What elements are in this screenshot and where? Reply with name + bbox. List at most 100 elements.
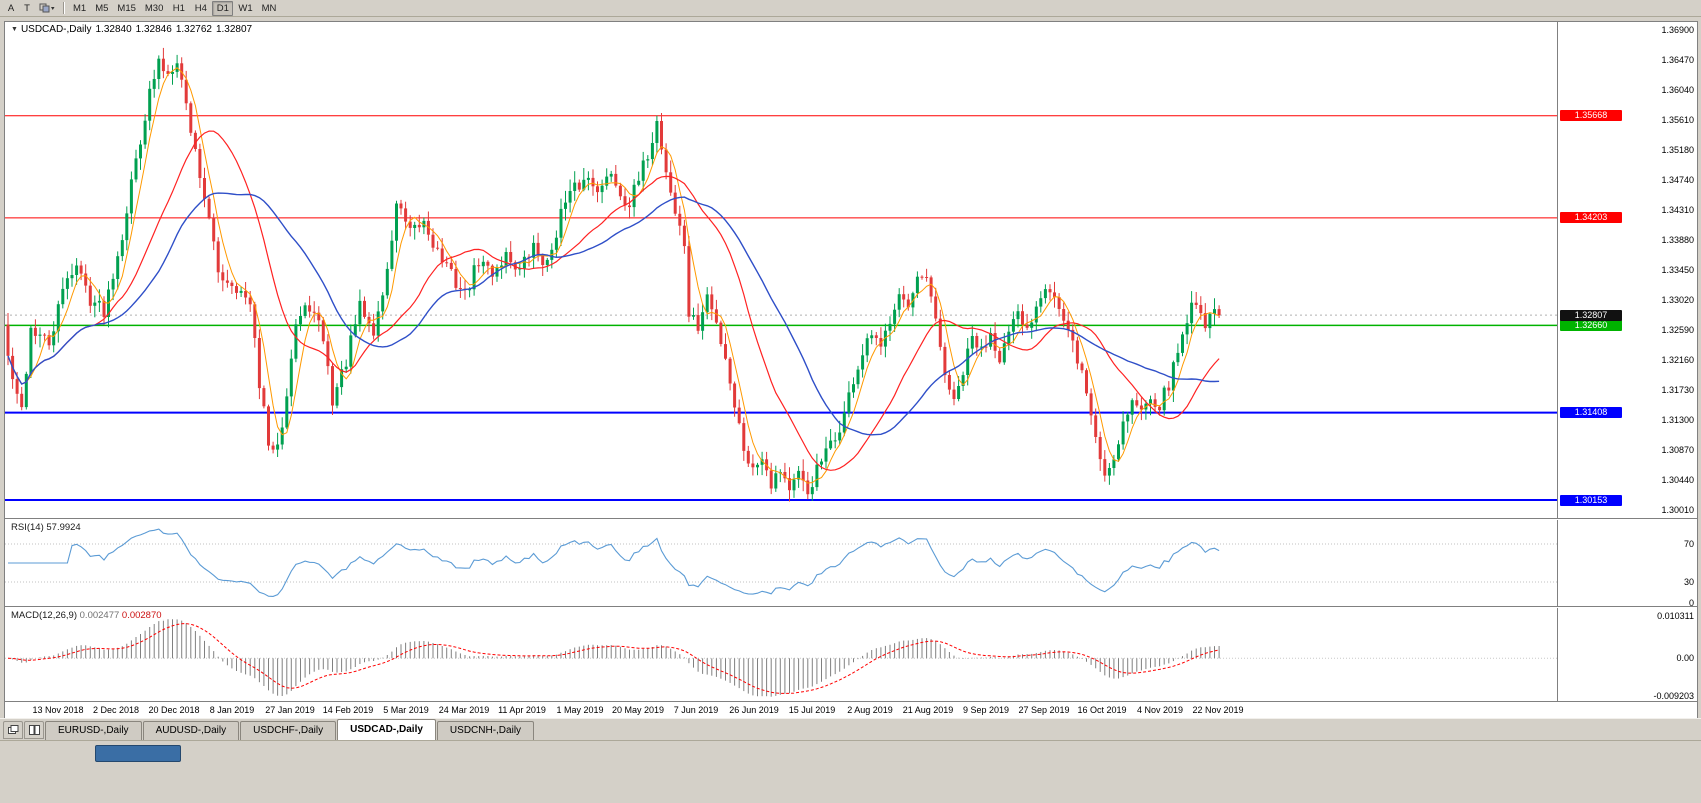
rsi-canvas[interactable] bbox=[5, 520, 1557, 606]
time-label: 27 Jan 2019 bbox=[265, 705, 315, 715]
time-label: 22 Nov 2019 bbox=[1192, 705, 1244, 715]
toolbar: A T M1 M5 M15 M30 H1 H4 D1 W1 MN bbox=[0, 0, 1701, 17]
rsi-value: 57.9924 bbox=[46, 522, 81, 533]
time-label: 13 Nov 2018 bbox=[32, 705, 84, 715]
hline-price-label: 1.30153 bbox=[1560, 494, 1622, 506]
tab-audusd[interactable]: AUDUSD-,Daily bbox=[142, 721, 240, 740]
price-tick: 1.34740 bbox=[1661, 175, 1694, 186]
rsi-name: RSI(14) bbox=[11, 522, 44, 533]
timeframe-button-h4[interactable]: H4 bbox=[194, 2, 207, 14]
quote-open: 1.32840 bbox=[95, 24, 132, 35]
timeframe-button-m1[interactable]: M1 bbox=[73, 2, 87, 14]
price-tick: 1.36470 bbox=[1661, 54, 1694, 65]
price-tick: 1.30010 bbox=[1661, 505, 1694, 515]
candlestick-chart-canvas[interactable] bbox=[5, 22, 1557, 518]
tab-eurusd[interactable]: EURUSD-,Daily bbox=[45, 721, 142, 740]
toolbar-separator bbox=[63, 2, 64, 14]
macd-tick: 0.010311 bbox=[1657, 611, 1694, 621]
price-tick: 1.30870 bbox=[1661, 445, 1694, 456]
hline-price-label: 1.35668 bbox=[1560, 110, 1622, 122]
time-label: 24 Mar 2019 bbox=[438, 705, 490, 715]
timeframe-button-mn[interactable]: MN bbox=[261, 2, 277, 14]
moving-averages bbox=[7, 67, 1220, 484]
macd-signal-value: 0.002870 bbox=[121, 610, 162, 621]
timeframe-button-m15[interactable]: M15 bbox=[117, 2, 136, 14]
macd-histogram bbox=[12, 619, 1220, 697]
time-label: 15 Jul 2019 bbox=[788, 705, 836, 715]
price-scale[interactable]: 1.36900 1.36470 1.36040 1.35610 1.35180 1.347… bbox=[1557, 22, 1697, 518]
time-label: 27 Sep 2019 bbox=[1018, 705, 1070, 715]
tab-usdchf[interactable]: USDCHF-,Daily bbox=[240, 721, 337, 740]
current-price-label: 1.32807 bbox=[1560, 309, 1622, 321]
objects-dropdown-icon[interactable] bbox=[35, 1, 59, 16]
quote-high: 1.32846 bbox=[135, 24, 172, 35]
time-label: 11 Apr 2019 bbox=[498, 705, 546, 715]
rsi-label: RSI(14) 57.9924 bbox=[9, 522, 83, 533]
macd-scale[interactable]: 0.010311 0.00 -0.009203 bbox=[1557, 608, 1697, 701]
time-label: 2 Dec 2018 bbox=[92, 705, 140, 715]
rsi-scale[interactable]: 70 30 0 bbox=[1557, 520, 1697, 608]
toolbar-button-a[interactable]: A bbox=[7, 2, 15, 14]
price-tick: 1.30440 bbox=[1661, 475, 1694, 486]
hline-price-label: 1.31408 bbox=[1560, 407, 1622, 419]
price-tick: 1.33450 bbox=[1661, 265, 1694, 276]
time-label: 1 May 2019 bbox=[556, 705, 604, 715]
chart-collapse-icon[interactable]: ▼ bbox=[11, 26, 18, 33]
candlesticks bbox=[6, 47, 1221, 502]
time-label: 8 Jan 2019 bbox=[209, 705, 255, 715]
rsi-tick: 0 bbox=[1688, 598, 1694, 608]
timeframe-button-m30[interactable]: M30 bbox=[144, 2, 164, 14]
rsi-panel[interactable]: RSI(14) 57.9924 bbox=[5, 520, 1557, 606]
tab-strip: EURUSD-,Daily AUDUSD-,Daily USDCHF-,Daily U… bbox=[45, 719, 535, 740]
time-label: 16 Oct 2019 bbox=[1077, 705, 1127, 715]
time-label: 21 Aug 2019 bbox=[902, 705, 954, 715]
main-chart-area[interactable]: ▼ USDCAD-,Daily 1.32840 1.32846 1.32762 1.328… bbox=[5, 22, 1557, 518]
taskbar-button[interactable] bbox=[95, 745, 181, 762]
tab-usdcad[interactable]: USDCAD-,Daily bbox=[337, 719, 436, 740]
macd-canvas[interactable] bbox=[5, 608, 1557, 701]
macd-tick: -0.009203 bbox=[1653, 691, 1694, 701]
time-label: 4 Nov 2019 bbox=[1136, 705, 1184, 715]
macd-main-value: 0.002477 bbox=[79, 610, 120, 621]
timeframe-button-d1[interactable]: D1 bbox=[212, 0, 234, 16]
panel-splitter-rsi[interactable] bbox=[5, 518, 1697, 520]
timeframe-button-m5[interactable]: M5 bbox=[95, 2, 109, 14]
price-tick: 1.33020 bbox=[1661, 295, 1694, 306]
macd-label: MACD(12,26,9) 0.002477 0.002870 bbox=[9, 610, 164, 621]
hline-price-label: 1.34203 bbox=[1560, 212, 1622, 224]
price-tick: 1.32160 bbox=[1661, 355, 1694, 366]
chart-window: ▼ USDCAD-,Daily 1.32840 1.32846 1.32762 1.328… bbox=[4, 21, 1698, 719]
tab-usdcnh[interactable]: USDCNH-,Daily bbox=[436, 721, 535, 740]
price-tick: 1.32590 bbox=[1661, 325, 1694, 336]
timeframe-button-w1[interactable]: W1 bbox=[238, 2, 253, 14]
time-label: 14 Feb 2019 bbox=[322, 705, 374, 715]
horizontal-lines bbox=[5, 115, 1557, 501]
price-tick: 1.36040 bbox=[1661, 84, 1694, 95]
toolbar-button-t[interactable]: T bbox=[24, 2, 30, 14]
quote-low: 1.32762 bbox=[175, 24, 212, 35]
time-label: 20 Dec 2018 bbox=[148, 705, 200, 715]
price-tick: 1.35610 bbox=[1661, 114, 1694, 125]
timeframe-buttons: M1 M5 M15 M30 H1 H4 D1 W1 MN bbox=[69, 0, 280, 16]
rsi-tick: 70 bbox=[1683, 539, 1694, 549]
cascade-windows-icon[interactable] bbox=[3, 721, 23, 739]
quote-close: 1.32807 bbox=[215, 24, 253, 35]
price-tick: 1.31300 bbox=[1661, 415, 1694, 426]
time-label: 2 Aug 2019 bbox=[847, 705, 893, 715]
chart-tab-bar: EURUSD-,Daily AUDUSD-,Daily USDCHF-,Daily U… bbox=[0, 718, 1701, 740]
macd-tick: 0.00 bbox=[1676, 653, 1694, 664]
rsi-tick: 30 bbox=[1683, 577, 1694, 587]
time-axis[interactable]: 13 Nov 2018 2 Dec 2018 20 Dec 2018 8 Jan 20… bbox=[5, 701, 1697, 718]
panel-splitter-macd[interactable] bbox=[5, 606, 1697, 608]
chart-title: USDCAD-,Daily bbox=[20, 24, 92, 35]
chart-quote-header: ▼ USDCAD-,Daily 1.32840 1.32846 1.32762 1.328… bbox=[9, 24, 259, 35]
price-tick: 1.36900 bbox=[1661, 25, 1694, 35]
time-label: 20 May 2019 bbox=[611, 705, 665, 715]
macd-panel[interactable]: MACD(12,26,9) 0.002477 0.002870 bbox=[5, 608, 1557, 701]
price-tick: 1.31730 bbox=[1661, 385, 1694, 396]
time-label: 5 Mar 2019 bbox=[383, 705, 429, 715]
tile-windows-icon[interactable] bbox=[24, 721, 44, 739]
timeframe-button-h1[interactable]: H1 bbox=[172, 2, 185, 14]
price-tick: 1.35180 bbox=[1661, 144, 1694, 155]
